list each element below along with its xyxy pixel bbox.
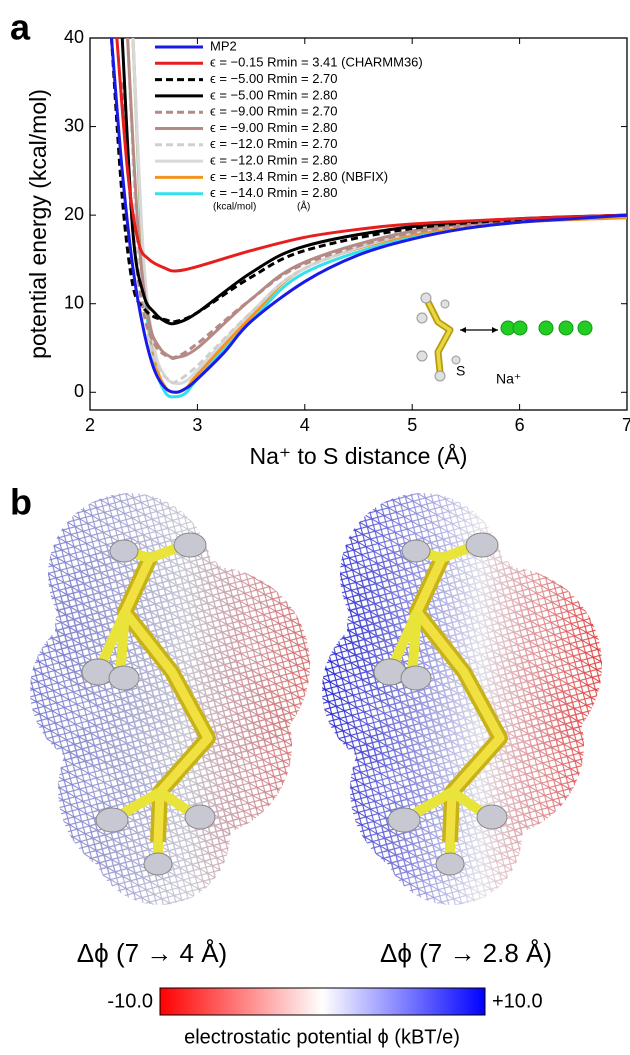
legend-label: ϵ = −5.00 Rmin = 2.80: [210, 87, 338, 102]
panel-label: a: [10, 7, 31, 48]
legend-label: ϵ = −9.00 Rmin = 2.80: [210, 120, 338, 135]
legend-label: ϵ = −12.0 Rmin = 2.80: [210, 153, 338, 168]
y-tick-label: 30: [64, 115, 84, 135]
y-axis-label: potential energy (kcal/mol): [25, 89, 51, 359]
y-tick-label: 10: [64, 292, 84, 312]
legend-label: ϵ = −9.00 Rmin = 2.70: [210, 104, 338, 119]
series-line: [126, 38, 627, 361]
x-axis-label: Na⁺ to S distance (Å): [250, 442, 468, 469]
mesh-left: [20, 470, 320, 930]
series-line: [131, 38, 627, 386]
plot: 0 10 20 30 40 2 3 4 5 6 7 Na⁺ to S distance (Å) pote…: [25, 27, 630, 469]
plot-lines: [109, 38, 627, 399]
inset-molecule: [416, 292, 593, 382]
legend-unit: (kcal/mol): [213, 202, 256, 213]
x-tick-label: 3: [192, 415, 202, 435]
annotation: Na⁺: [496, 371, 521, 387]
colorbar-max: +10.0: [492, 990, 543, 1012]
annotation: S: [456, 363, 465, 379]
legend-label: ϵ = −14.0 Rmin = 2.80: [210, 185, 338, 200]
caption: Δϕ (7 → 4 Å): [77, 938, 227, 968]
legend-label: MP2: [210, 38, 237, 53]
legend-label: ϵ = −0.15 Rmin = 3.41 (CHARMM36): [210, 55, 423, 70]
x-tick-label: 5: [407, 415, 417, 435]
legend-label: ϵ = −13.4 Rmin = 2.80 (NBFIX): [210, 169, 388, 184]
colorbar-min: -10.0: [107, 990, 153, 1012]
y-tick-label: 0: [74, 381, 84, 401]
x-tick-label: 6: [515, 415, 525, 435]
x-tick-label: 2: [85, 415, 95, 435]
legend-label: ϵ = −5.00 Rmin = 2.70: [210, 71, 338, 86]
plot-frame: [89, 37, 628, 411]
legend-label: ϵ = −12.0 Rmin = 2.70: [210, 136, 338, 151]
x-tick-label: 4: [300, 415, 310, 435]
y-tick-label: 40: [64, 27, 84, 47]
mesh-right: [310, 470, 620, 930]
series-line: [115, 38, 627, 273]
caption: Δϕ (7 → 2.8 Å): [380, 938, 552, 968]
colorbar-title: electrostatic potential ϕ (kBT/e): [184, 1026, 460, 1048]
series-line: [120, 82, 627, 360]
x-tick-label: 7: [622, 415, 630, 435]
series-line: [109, 38, 627, 394]
y-tick-label: 20: [64, 204, 84, 224]
legend-unit: (Å): [297, 200, 310, 213]
colorbar: [159, 987, 486, 1016]
series-line: [109, 38, 627, 324]
